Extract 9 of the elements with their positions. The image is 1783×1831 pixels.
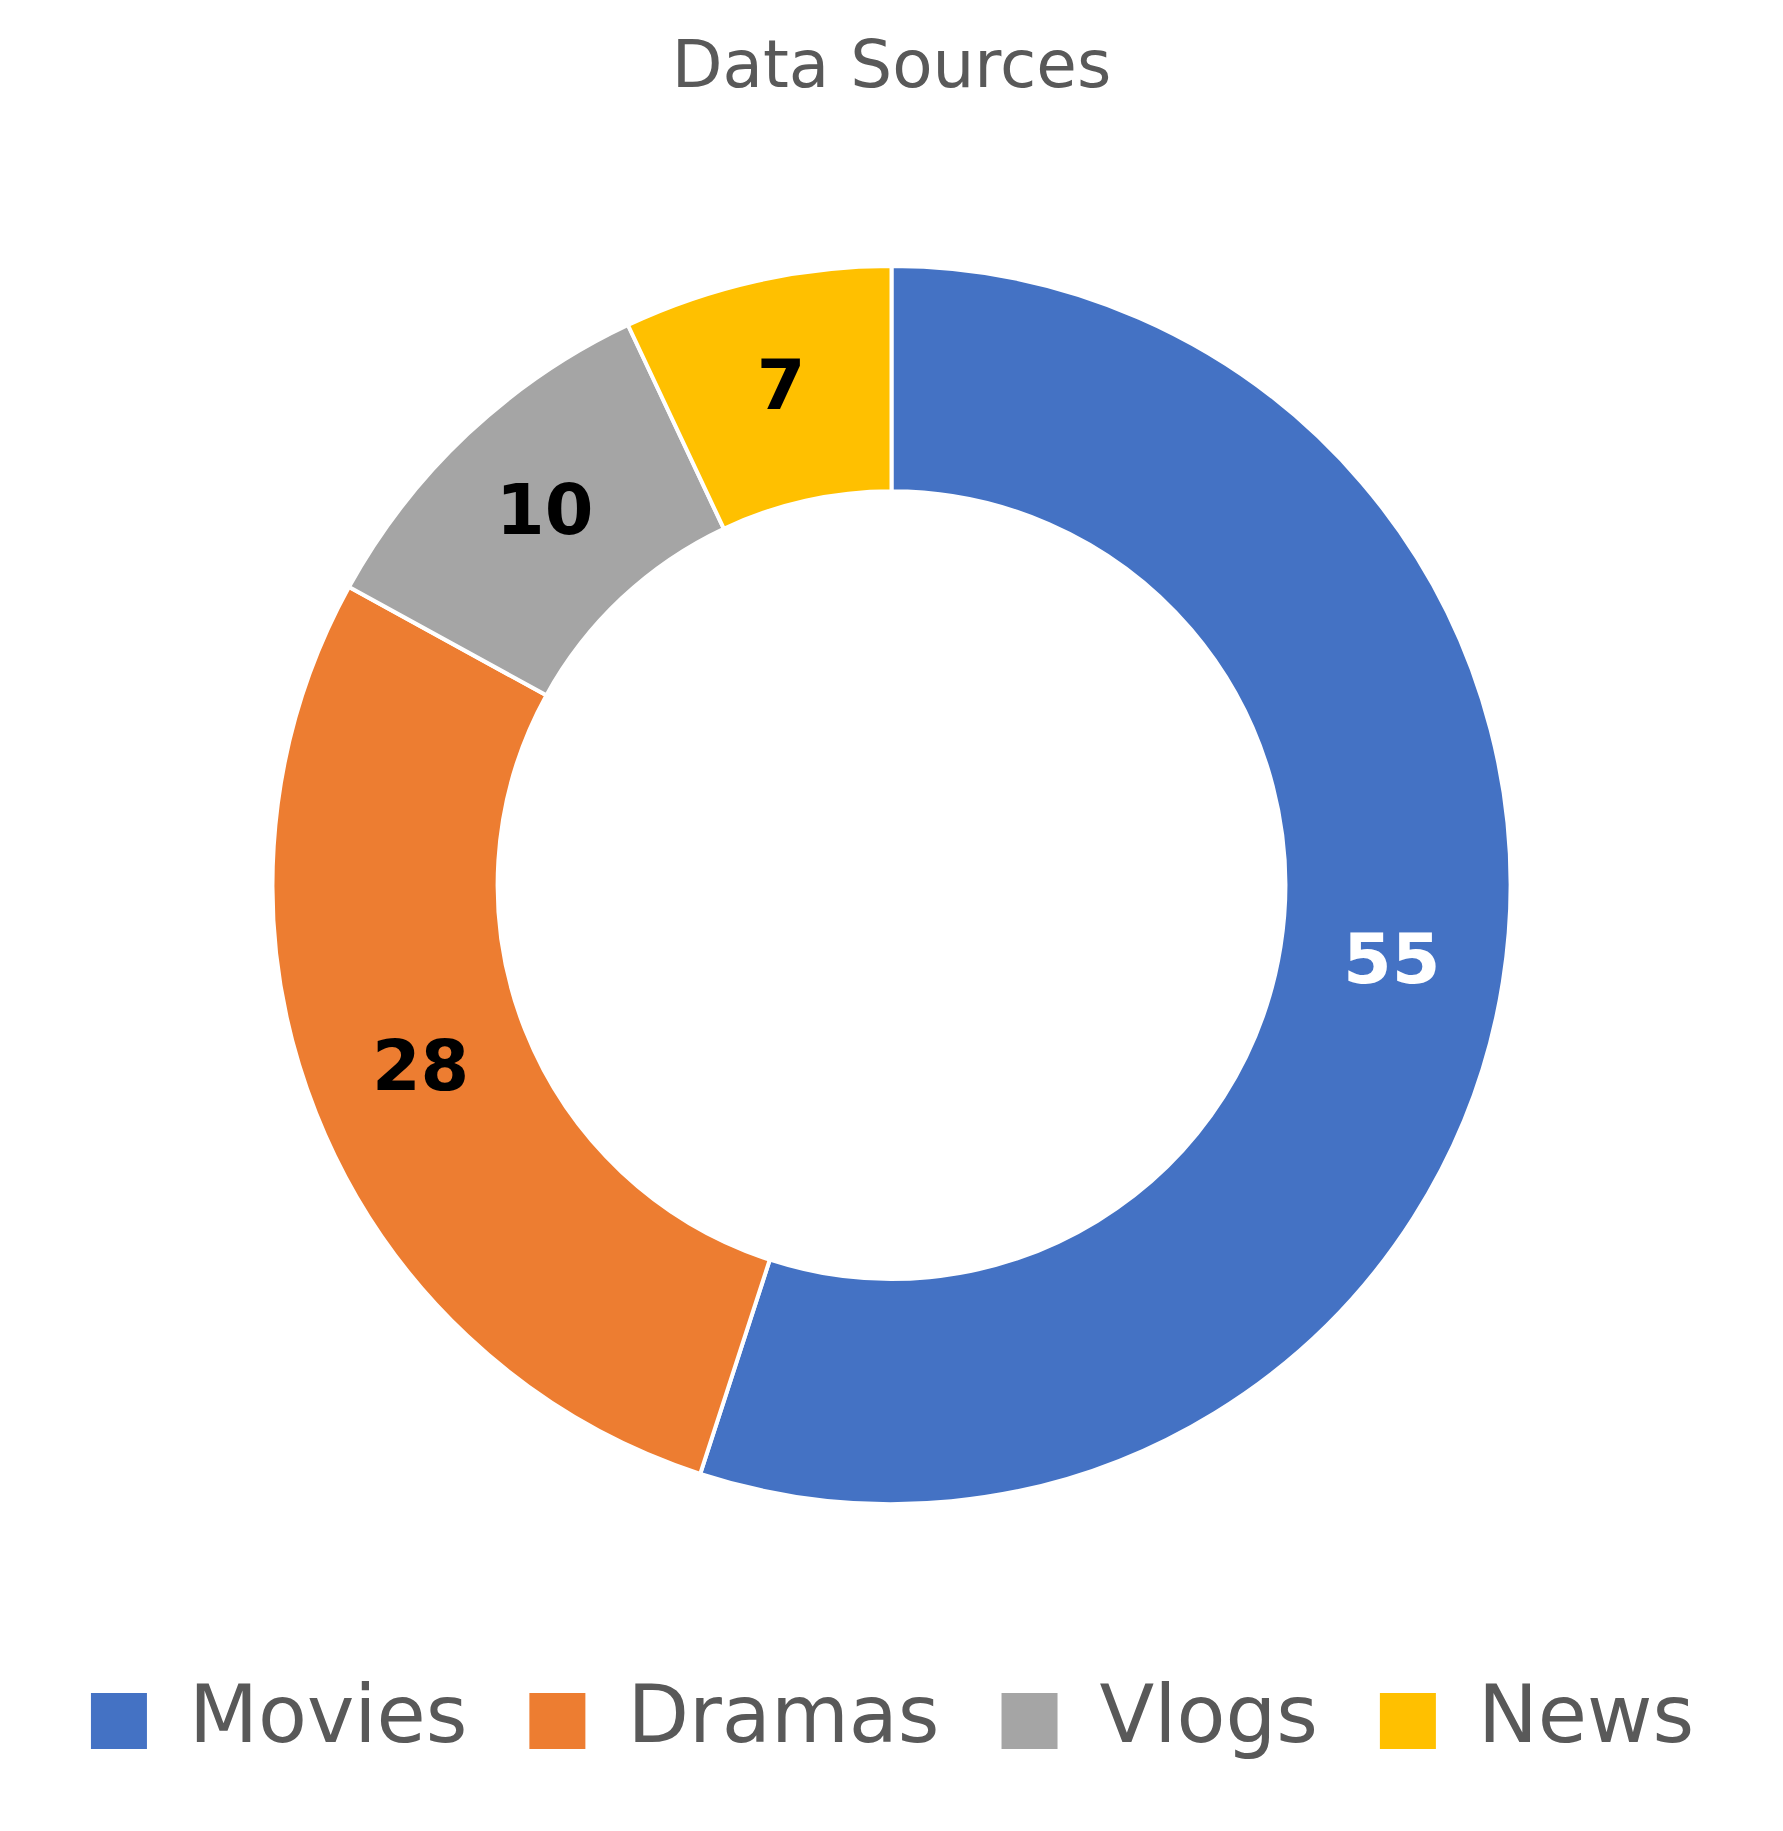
legend-label: News bbox=[1477, 1667, 1695, 1761]
data-label: 7 bbox=[756, 344, 806, 427]
legend-label: Vlogs bbox=[1099, 1667, 1318, 1761]
legend-label: Dramas bbox=[627, 1667, 940, 1761]
legend-label: Movies bbox=[188, 1667, 468, 1761]
data-label: 55 bbox=[1343, 917, 1441, 1000]
data-label: 28 bbox=[371, 1024, 470, 1107]
data-label: 10 bbox=[496, 469, 594, 552]
chart-title: Data Sources bbox=[671, 25, 1112, 103]
